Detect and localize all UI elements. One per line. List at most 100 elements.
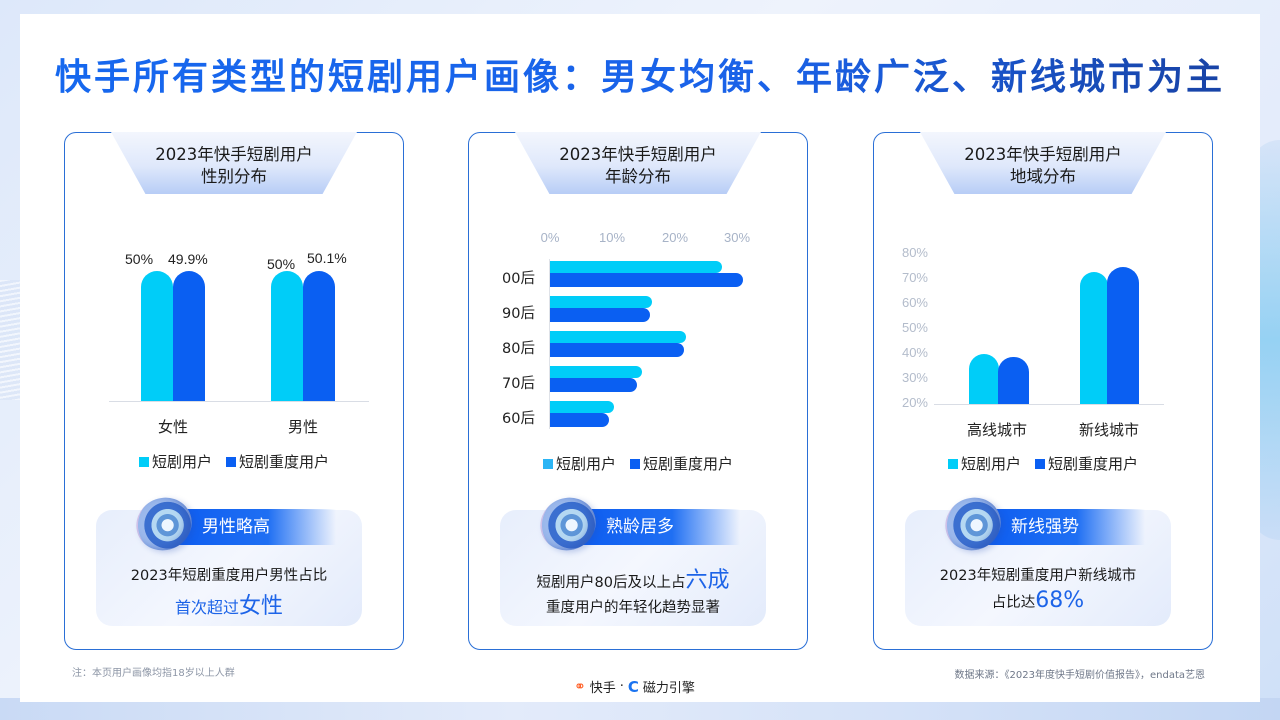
bar-tier1-short-drama-users: [969, 354, 999, 404]
brand-kuaishou: 快手: [589, 681, 616, 696]
category-label: 男性: [287, 418, 319, 436]
panel-tab-line2: 年龄分布: [605, 167, 671, 186]
gender-panel: 2023年快手短剧用户 性别分布 50% 49.9% 50% 50.1% 女性 …: [64, 132, 404, 650]
x-axis-line: [934, 404, 1164, 405]
bar-00s-heavy-users: [550, 273, 743, 287]
legend-item-heavy-users: 短剧重度用户: [1035, 453, 1138, 474]
y-tick: 80%: [901, 245, 928, 260]
legend-swatch-dark: [1035, 458, 1045, 469]
category-label: 60后: [502, 411, 535, 427]
panel-tab-gender: 2023年快手短剧用户 性别分布: [111, 132, 357, 194]
bar-70s-short-drama-users: [550, 366, 642, 378]
bar-00s-short-drama-users: [550, 261, 722, 273]
x-tick: 0%: [540, 230, 560, 245]
bar-female-short-drama-users: [141, 271, 173, 401]
legend-item-short-drama-users: 短剧用户: [947, 453, 1021, 474]
category-label: 80后: [502, 341, 535, 357]
x-tick: 20%: [661, 230, 689, 245]
footnote: 注：本页用户画像均指18岁以上人群: [72, 668, 235, 679]
glass-ring-icon: [127, 488, 201, 560]
panel-tab-line1: 2023年快手短剧用户: [559, 145, 717, 164]
bar-60s-heavy-users: [550, 413, 609, 427]
panel-tab-line2: 性别分布: [201, 167, 267, 186]
y-tick: 20%: [901, 395, 928, 410]
chart-legend: 短剧用户 短剧重度用户: [65, 451, 403, 472]
kuaishou-logo-icon: ⚭: [574, 678, 586, 695]
age-panel: 2023年快手短剧用户 年龄分布 0% 10% 20% 30% 00后 90后 …: [468, 132, 808, 650]
value-label: 50.1%: [307, 250, 347, 266]
bar-group-female: [141, 271, 205, 401]
x-tick: 10%: [598, 230, 626, 245]
gender-chart: 50% 49.9% 50% 50.1% 女性 男性: [65, 133, 405, 493]
legend-swatch-dark: [630, 458, 640, 469]
value-label: 50%: [267, 256, 296, 272]
bar-90s-short-drama-users: [550, 296, 652, 308]
insight-highlight: 首次超过女性: [174, 594, 284, 619]
insight-card-gender: 男性略高 2023年短剧重度用户男性占比 首次超过女性: [96, 488, 362, 626]
bar-group-new-tier: [1080, 266, 1140, 404]
insight-highlight: 占比达68%: [991, 588, 1085, 613]
panel-tab-region: 2023年快手短剧用户 地域分布: [920, 132, 1166, 194]
insight-card-region: 新线强势 2023年短剧重度用户新线城市 占比达68%: [905, 488, 1171, 626]
legend-swatch-light: [947, 458, 958, 469]
brand-cili: 磁力引擎: [642, 681, 695, 696]
background-decoration-bottom: [0, 698, 1280, 720]
glass-ring-icon: [531, 488, 605, 560]
bar-new-tier-heavy-users: [1107, 267, 1139, 404]
chart-legend: 短剧用户 短剧重度用户: [469, 453, 807, 474]
bar-70s-heavy-users: [550, 378, 637, 392]
category-label: 90后: [502, 306, 535, 322]
bar-80s-heavy-users: [550, 343, 684, 357]
category-label: 70后: [502, 376, 535, 392]
insight-text: 短剧用户80后及以上占六成: [536, 568, 730, 593]
panel-tab-line1: 2023年快手短剧用户: [964, 145, 1122, 164]
insight-badge: 男性略高: [166, 509, 336, 545]
legend-swatch-dark: [226, 456, 236, 467]
bar-60s-short-drama-users: [550, 401, 614, 413]
insight-badge: 新线强势: [975, 509, 1145, 545]
bar-group-tier1: [969, 354, 1029, 404]
legend-swatch-light: [138, 456, 149, 467]
brand-logos: ⚭ 快手 · C 磁力引擎: [574, 677, 695, 697]
panel-tab-age: 2023年快手短剧用户 年龄分布: [515, 132, 761, 194]
panel-tab-line1: 2023年快手短剧用户: [155, 145, 313, 164]
y-tick: 30%: [901, 370, 928, 385]
x-axis-line: [109, 401, 369, 402]
bar-female-heavy-users: [173, 271, 205, 401]
bar-group-male: [271, 271, 335, 401]
bar-new-tier-short-drama-users: [1080, 272, 1108, 404]
legend-item-short-drama-users: 短剧用户: [138, 451, 212, 472]
category-label: 高线城市: [966, 421, 1028, 439]
page-title: 快手所有类型的短剧用户画像：男女均衡、年龄广泛、新线城市为主: [0, 48, 1280, 100]
chart-legend: 短剧用户 短剧重度用户: [874, 453, 1212, 474]
brand-separator: ·: [619, 679, 624, 694]
legend-item-heavy-users: 短剧重度用户: [630, 453, 733, 474]
legend-swatch-light: [542, 458, 553, 469]
insight-text: 2023年短剧重度用户新线城市: [939, 568, 1137, 584]
category-label: 女性: [157, 418, 189, 436]
bar-tier1-heavy-users: [998, 357, 1029, 404]
y-axis-line: [549, 259, 550, 429]
category-label: 新线城市: [1078, 421, 1140, 439]
x-tick: 30%: [723, 230, 751, 245]
bar-80s-short-drama-users: [550, 331, 686, 343]
y-tick: 40%: [901, 345, 928, 360]
panel-tab-line2: 地域分布: [1010, 167, 1076, 186]
insight-card-age: 熟龄居多 短剧用户80后及以上占六成 重度用户的年轻化趋势显著: [500, 488, 766, 626]
y-tick: 70%: [901, 270, 928, 285]
value-label: 50%: [125, 251, 154, 267]
glass-ring-icon: [936, 488, 1010, 560]
cili-engine-logo-icon: C: [627, 677, 639, 696]
y-tick: 60%: [901, 295, 928, 310]
category-label: 00后: [502, 271, 535, 287]
region-panel: 2023年快手短剧用户 地域分布 80% 70% 60% 50% 40% 30%…: [873, 132, 1213, 650]
bar-male-short-drama-users: [271, 271, 303, 401]
insight-text: 2023年短剧重度用户男性占比: [130, 568, 328, 584]
bar-90s-heavy-users: [550, 308, 650, 322]
data-source: 数据来源：《2023年度快手短剧价值报告》，endata艺恩: [954, 670, 1205, 681]
legend-item-short-drama-users: 短剧用户: [542, 453, 616, 474]
bar-male-heavy-users: [303, 271, 335, 401]
y-tick: 50%: [901, 320, 928, 335]
value-label: 49.9%: [168, 251, 208, 267]
insight-text-2: 重度用户的年轻化趋势显著: [546, 600, 720, 616]
